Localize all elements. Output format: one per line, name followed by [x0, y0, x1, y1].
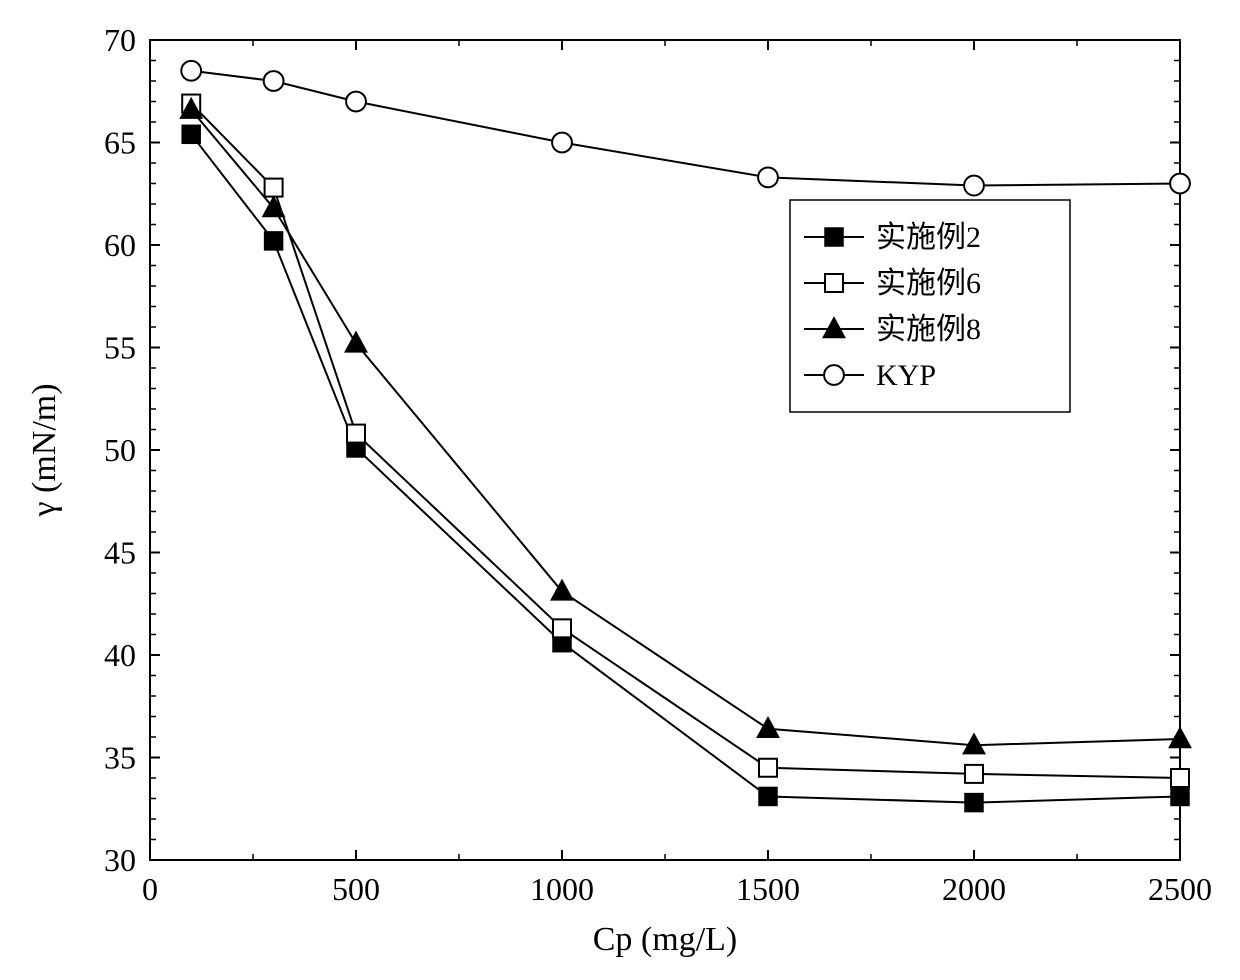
y-tick-label: 60: [104, 227, 136, 263]
y-tick-label: 65: [104, 125, 136, 161]
x-tick-label: 500: [332, 871, 380, 907]
marker-circle-open: [181, 61, 201, 81]
marker-circle-open: [758, 167, 778, 187]
y-tick-label: 45: [104, 535, 136, 571]
marker-circle-open: [264, 71, 284, 91]
legend-label: 实施例2: [876, 221, 981, 254]
series: [181, 98, 1191, 753]
marker-square-open: [759, 759, 777, 777]
y-tick-label: 70: [104, 22, 136, 58]
marker-square-open: [553, 619, 571, 637]
marker-square-open: [1171, 769, 1189, 787]
y-tick-label: 50: [104, 432, 136, 468]
x-tick-label: 1000: [530, 871, 594, 907]
series-line: [191, 71, 1180, 186]
marker-square-filled: [759, 787, 777, 805]
x-tick-label: 2500: [1148, 871, 1212, 907]
marker-triangle-filled: [345, 332, 366, 352]
y-tick-label: 40: [104, 637, 136, 673]
legend-label: 实施例6: [876, 267, 981, 300]
marker-square-filled: [265, 232, 283, 250]
plot-frame: [150, 40, 1180, 860]
marker-square-filled: [182, 125, 200, 143]
legend-label: KYP: [876, 359, 936, 392]
chart-container: 0 500 1000 1500 2000 2500 30 35 40 45 50 55 60 65 70 Cp…: [0, 0, 1240, 980]
marker-square-open: [347, 425, 365, 443]
marker-triangle-filled: [1169, 728, 1190, 748]
marker-square-open: [825, 274, 843, 292]
marker-circle-open: [552, 133, 572, 153]
x-axis-label: Cp (mg/L): [593, 921, 737, 958]
x-tick-label: 2000: [942, 871, 1006, 907]
series: [182, 95, 1189, 787]
marker-square-filled: [965, 794, 983, 812]
line-chart: 0 500 1000 1500 2000 2500 30 35 40 45 50 55 60 65 70 Cp…: [0, 0, 1240, 980]
marker-circle-open: [824, 365, 844, 385]
x-tick-label: 1500: [736, 871, 800, 907]
series: [181, 61, 1190, 196]
marker-square-open: [965, 765, 983, 783]
marker-square-open: [265, 179, 283, 197]
marker-square-filled: [1171, 787, 1189, 805]
y-tick-label: 55: [104, 330, 136, 366]
y-tick-label: 35: [104, 740, 136, 776]
marker-triangle-filled: [757, 718, 778, 738]
legend-label: 实施例8: [876, 313, 981, 346]
marker-circle-open: [964, 176, 984, 196]
marker-square-filled: [825, 228, 843, 246]
y-tick-label: 30: [104, 842, 136, 878]
marker-circle-open: [1170, 174, 1190, 194]
y-axis-label: γ (mN/m): [26, 383, 63, 517]
marker-circle-open: [346, 92, 366, 112]
legend: 实施例2 实施例6 实施例8 KYP: [790, 200, 1070, 412]
x-tick-label: 0: [142, 871, 158, 907]
